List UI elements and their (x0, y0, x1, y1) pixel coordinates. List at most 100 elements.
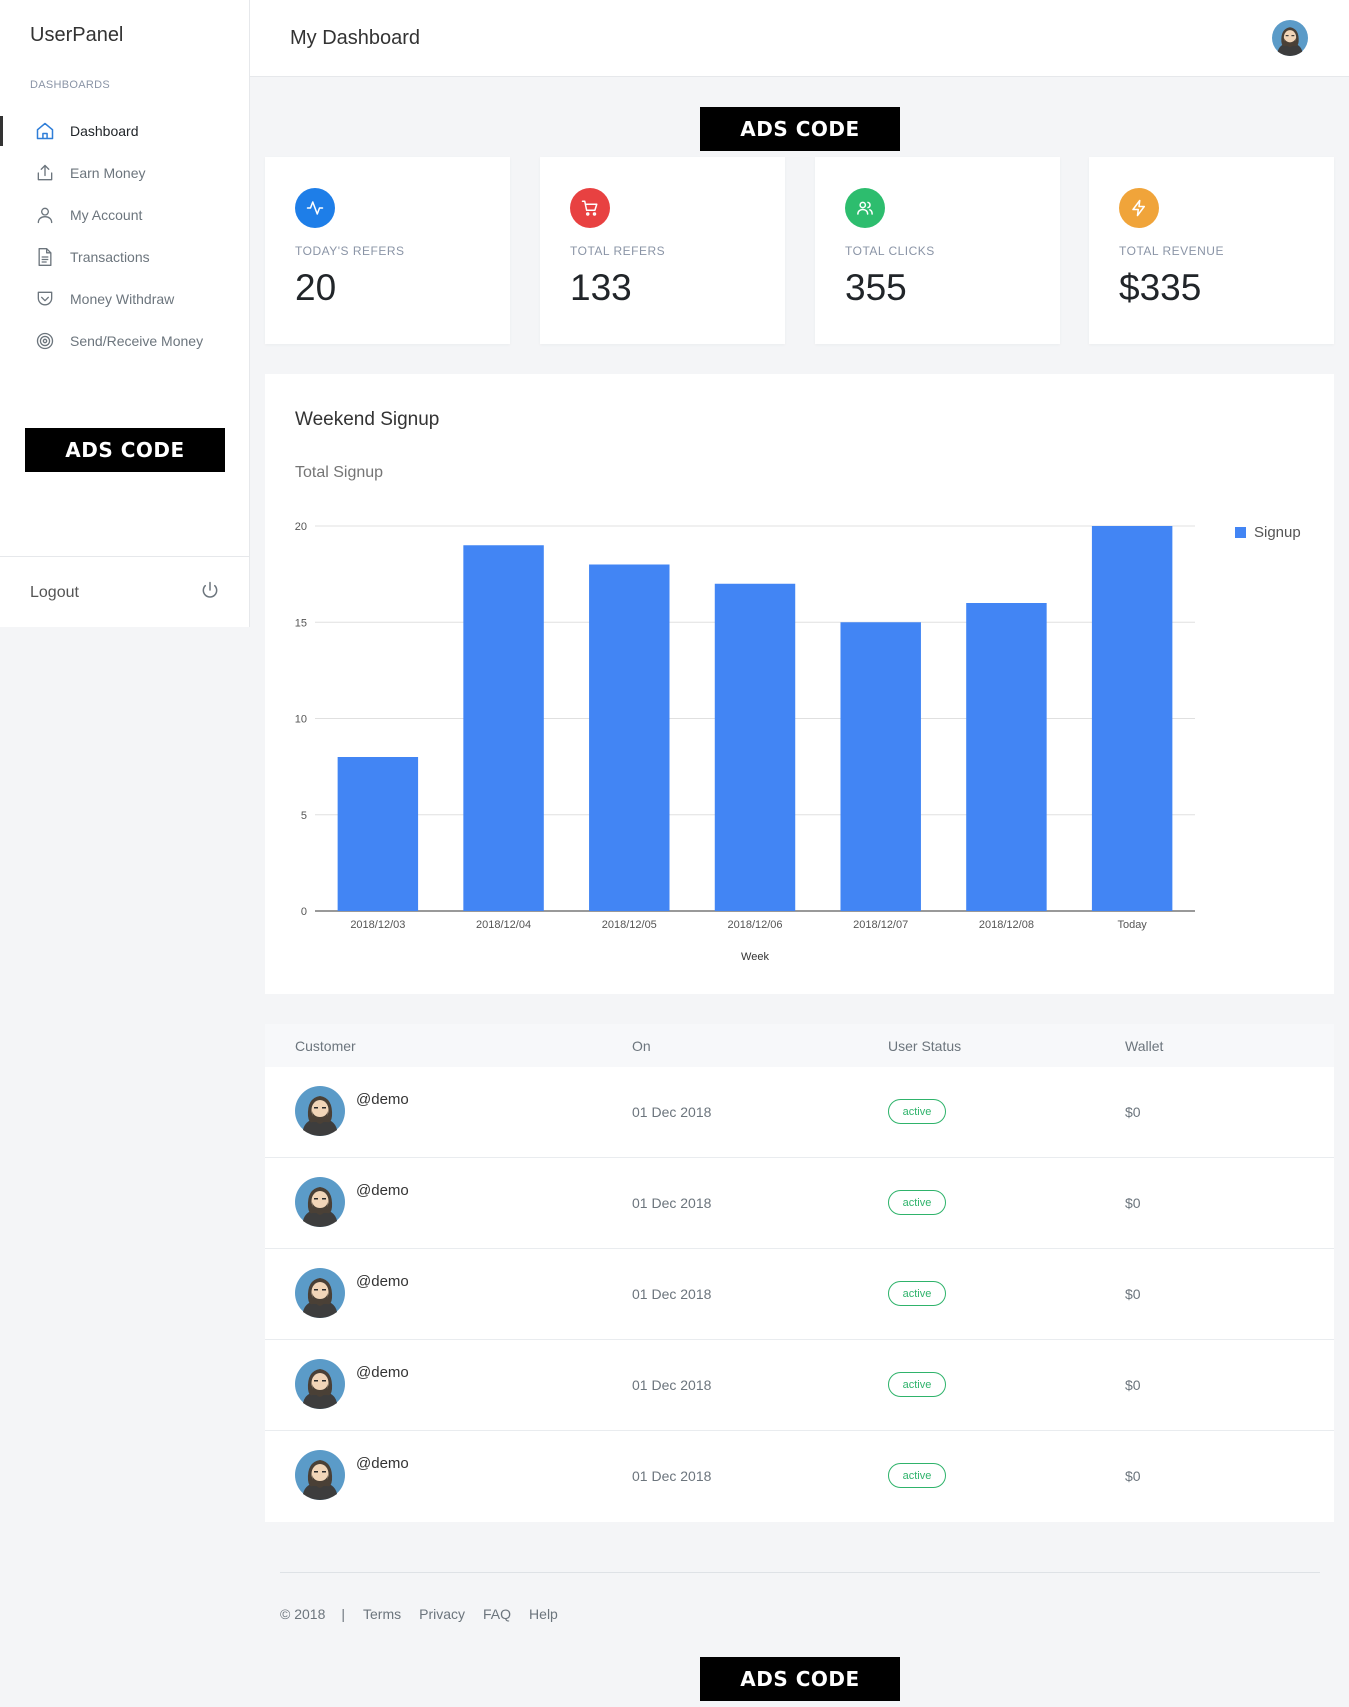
column-header-customer[interactable]: Customer (295, 1038, 356, 1054)
avatar (295, 1450, 345, 1500)
column-header-on[interactable]: On (632, 1038, 651, 1054)
legend-swatch (1235, 527, 1246, 538)
ads-banner-bottom[interactable]: ADS CODE (700, 1657, 900, 1701)
stat-label: TOTAL REVENUE (1119, 244, 1224, 258)
stat-label: TODAY'S REFERS (295, 244, 405, 258)
table-row[interactable]: @demo 01 Dec 2018 active $0 (265, 1340, 1334, 1431)
stat-value: 133 (570, 267, 632, 308)
activity-icon (295, 188, 335, 228)
avatar (295, 1359, 345, 1409)
zap-icon (1119, 188, 1159, 228)
upload-icon (34, 162, 56, 184)
bar-2018/12/04 (463, 545, 544, 911)
x-tick-label: 2018/12/07 (853, 919, 908, 931)
table-row[interactable]: @demo 01 Dec 2018 active $0 (265, 1249, 1334, 1340)
bar-2018/12/07 (840, 622, 921, 911)
table-row[interactable]: @demo 01 Dec 2018 active $0 (265, 1158, 1334, 1249)
logout-button[interactable]: Logout (30, 580, 220, 605)
table-header: Customer On User Status Wallet (265, 1024, 1334, 1067)
sidebar-item-transactions[interactable]: Transactions (0, 236, 249, 278)
signup-bar-chart: 0 5 10 15 20 2018/12/03 2018/12/04 2018/12/05 20… (295, 521, 1301, 963)
stat-value: $335 (1119, 267, 1202, 308)
footer: © 2018 | Terms Privacy FAQ Help (280, 1606, 576, 1622)
status-badge: active (888, 1372, 946, 1397)
wallet-amount: $0 (1125, 1377, 1141, 1393)
sidebar-item-label: Earn Money (70, 165, 146, 181)
y-tick-label: 0 (301, 906, 307, 918)
customer-username[interactable]: @demo (356, 1182, 409, 1199)
footer-link-terms[interactable]: Terms (363, 1606, 402, 1622)
x-tick-label: 2018/12/03 (350, 919, 405, 931)
avatar (295, 1086, 345, 1136)
stat-label: TOTAL CLICKS (845, 244, 935, 258)
status-badge: active (888, 1190, 946, 1215)
bar-2018/12/03 (337, 757, 419, 911)
sidebar-item-label: Transactions (70, 249, 150, 265)
sidebar-item-earn-money[interactable]: Earn Money (0, 152, 249, 194)
avatar (295, 1177, 345, 1227)
status-badge: active (888, 1099, 946, 1124)
stat-label: TOTAL REFERS (570, 244, 666, 258)
user-avatar[interactable] (1272, 20, 1308, 56)
row-date: 01 Dec 2018 (632, 1104, 712, 1120)
wallet-amount: $0 (1125, 1468, 1141, 1484)
sidebar-item-send-receive-money[interactable]: Send/Receive Money (0, 320, 249, 362)
sidebar-item-label: My Account (70, 207, 143, 223)
column-header-user-status[interactable]: User Status (888, 1038, 962, 1054)
document-icon (34, 246, 56, 268)
users-icon (845, 188, 885, 228)
row-date: 01 Dec 2018 (632, 1286, 712, 1302)
row-date: 01 Dec 2018 (632, 1195, 712, 1211)
customer-username[interactable]: @demo (356, 1273, 409, 1290)
y-tick-label: 10 (295, 714, 307, 726)
stat-card-todays-refers: TODAY'S REFERS 20 (265, 157, 510, 344)
footer-link-help[interactable]: Help (529, 1606, 558, 1622)
copyright: © 2018 (280, 1606, 326, 1622)
customer-username[interactable]: @demo (356, 1364, 409, 1381)
y-tick-label: 5 (301, 810, 307, 822)
x-axis-label: Week (741, 951, 769, 963)
customer-table: Customer On User Status Wallet @demo 01 … (265, 1024, 1334, 1522)
stat-card-total-clicks: TOTAL CLICKS 355 (815, 157, 1060, 344)
bar-2018/12/08 (966, 603, 1047, 911)
cart-icon (570, 188, 610, 228)
ads-banner-sidebar[interactable]: ADS CODE (25, 428, 225, 472)
footer-separator: | (341, 1606, 345, 1622)
home-icon (34, 120, 56, 142)
x-tick-label: 2018/12/08 (979, 919, 1034, 931)
footer-divider (280, 1572, 1320, 1573)
ads-banner-top[interactable]: ADS CODE (700, 107, 900, 151)
wallet-amount: $0 (1125, 1104, 1141, 1120)
y-tick-label: 15 (295, 617, 307, 629)
customer-username[interactable]: @demo (356, 1091, 409, 1108)
sidebar-item-dashboard[interactable]: Dashboard (0, 110, 249, 152)
legend-label: Signup (1254, 524, 1301, 541)
footer-link-privacy[interactable]: Privacy (419, 1606, 466, 1622)
column-header-wallet[interactable]: Wallet (1125, 1038, 1164, 1054)
chart-subtitle: Total Signup (295, 464, 384, 481)
stat-card-total-refers: TOTAL REFERS 133 (540, 157, 785, 344)
status-badge: active (888, 1281, 946, 1306)
table-row[interactable]: @demo 01 Dec 2018 active $0 (265, 1431, 1334, 1522)
sidebar-divider (0, 556, 249, 557)
chart-card: Weekend Signup Total Signup 0 5 10 15 20 2018… (265, 374, 1334, 994)
bar-Today (1091, 526, 1173, 911)
power-icon (200, 580, 220, 605)
avatar (295, 1268, 345, 1318)
stat-value: 355 (845, 267, 907, 308)
bar-2018/12/06 (714, 583, 796, 911)
brand-logo[interactable]: UserPanel (30, 24, 124, 46)
customer-username[interactable]: @demo (356, 1455, 409, 1472)
sidebar-item-money-withdraw[interactable]: Money Withdraw (0, 278, 249, 320)
footer-link-faq[interactable]: FAQ (483, 1606, 512, 1622)
table-row[interactable]: @demo 01 Dec 2018 active $0 (265, 1067, 1334, 1158)
wallet-amount: $0 (1125, 1195, 1141, 1211)
sidebar-item-my-account[interactable]: My Account (0, 194, 249, 236)
row-date: 01 Dec 2018 (632, 1377, 712, 1393)
logout-label: Logout (30, 583, 79, 601)
status-badge: active (888, 1463, 946, 1488)
target-icon (34, 330, 56, 352)
page-title: My Dashboard (290, 27, 421, 49)
x-tick-label: 2018/12/04 (476, 919, 531, 931)
row-date: 01 Dec 2018 (632, 1468, 712, 1484)
